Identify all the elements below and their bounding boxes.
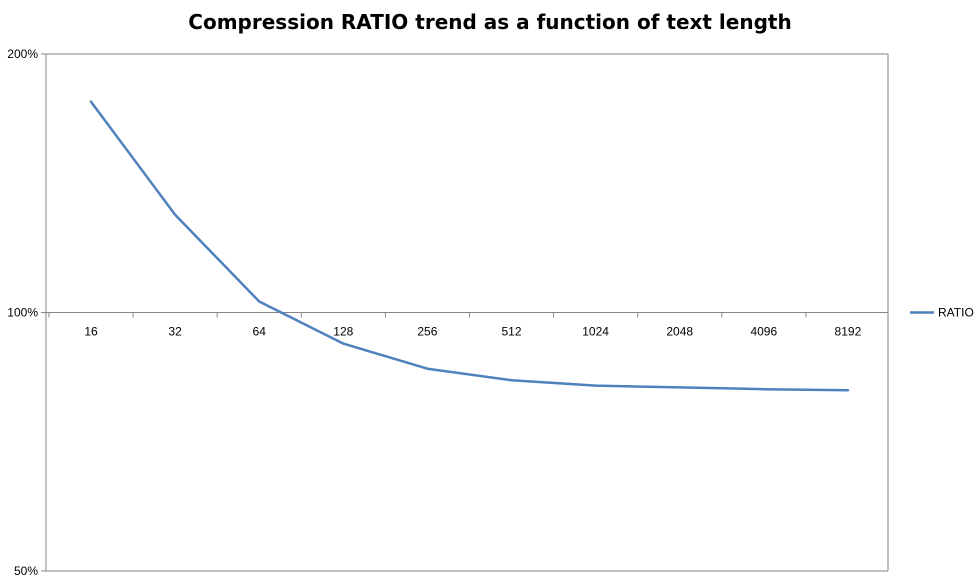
data-point (258, 300, 261, 303)
x-tick-label: 64 (253, 325, 267, 339)
y-tick-label: 50% (14, 564, 38, 578)
chart-title: Compression RATIO trend as a function of… (188, 10, 792, 34)
data-point (678, 386, 681, 389)
legend-label: RATIO (938, 306, 974, 320)
data-point (762, 388, 765, 391)
x-tick-label: 512 (501, 325, 521, 339)
x-tick-label: 256 (417, 325, 437, 339)
x-tick-label: 32 (168, 325, 182, 339)
y-tick-label: 100% (7, 306, 38, 320)
x-tick-label: 16 (84, 325, 98, 339)
data-point (846, 388, 850, 392)
x-tick-label: 8192 (835, 325, 862, 339)
data-point (594, 384, 597, 387)
data-point (510, 378, 513, 382)
series-line (89, 100, 850, 392)
x-tick-label: 1024 (582, 325, 609, 339)
data-point (89, 100, 93, 103)
data-point (342, 342, 345, 345)
data-point (426, 367, 429, 370)
data-point (173, 213, 177, 216)
x-tick-label: 4096 (750, 325, 777, 339)
x-tick-label: 2048 (666, 325, 693, 339)
y-tick-label: 200% (7, 47, 38, 61)
x-tick-label: 128 (333, 325, 353, 339)
